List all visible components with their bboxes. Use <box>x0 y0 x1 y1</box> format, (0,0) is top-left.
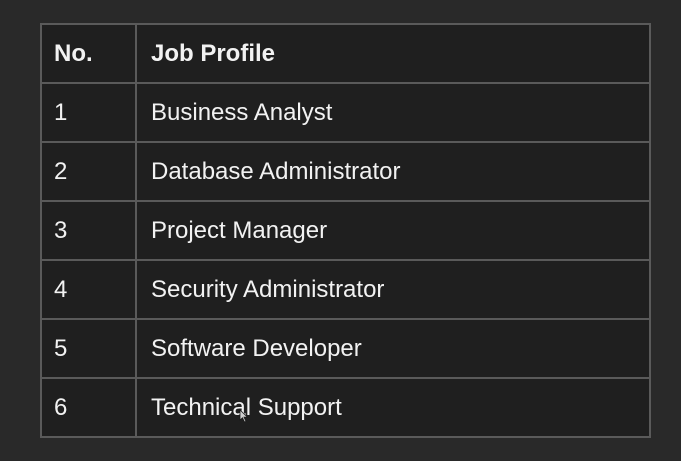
table-row: 5 Software Developer <box>40 318 651 379</box>
cell-job-profile: Project Manager <box>135 200 651 261</box>
cell-no: 3 <box>40 200 137 261</box>
cell-no: 5 <box>40 318 137 379</box>
job-profile-table: No. Job Profile 1 Business Analyst 2 Dat… <box>40 23 651 438</box>
cell-no: 6 <box>40 377 137 438</box>
cell-job-profile: Software Developer <box>135 318 651 379</box>
cell-job-profile: Technical Support <box>135 377 651 438</box>
cell-job-profile: Business Analyst <box>135 82 651 143</box>
table-header-row: No. Job Profile <box>40 23 651 84</box>
header-job-profile: Job Profile <box>135 23 651 84</box>
mouse-pointer-icon <box>239 409 249 423</box>
table-row: 3 Project Manager <box>40 200 651 261</box>
cell-no: 1 <box>40 82 137 143</box>
header-no: No. <box>40 23 137 84</box>
cell-no: 2 <box>40 141 137 202</box>
table-row: 6 Technical Support <box>40 377 651 438</box>
table-row: 1 Business Analyst <box>40 82 651 143</box>
table-row: 2 Database Administrator <box>40 141 651 202</box>
cell-job-profile: Database Administrator <box>135 141 651 202</box>
cell-job-profile: Security Administrator <box>135 259 651 320</box>
table-row: 4 Security Administrator <box>40 259 651 320</box>
cell-no: 4 <box>40 259 137 320</box>
